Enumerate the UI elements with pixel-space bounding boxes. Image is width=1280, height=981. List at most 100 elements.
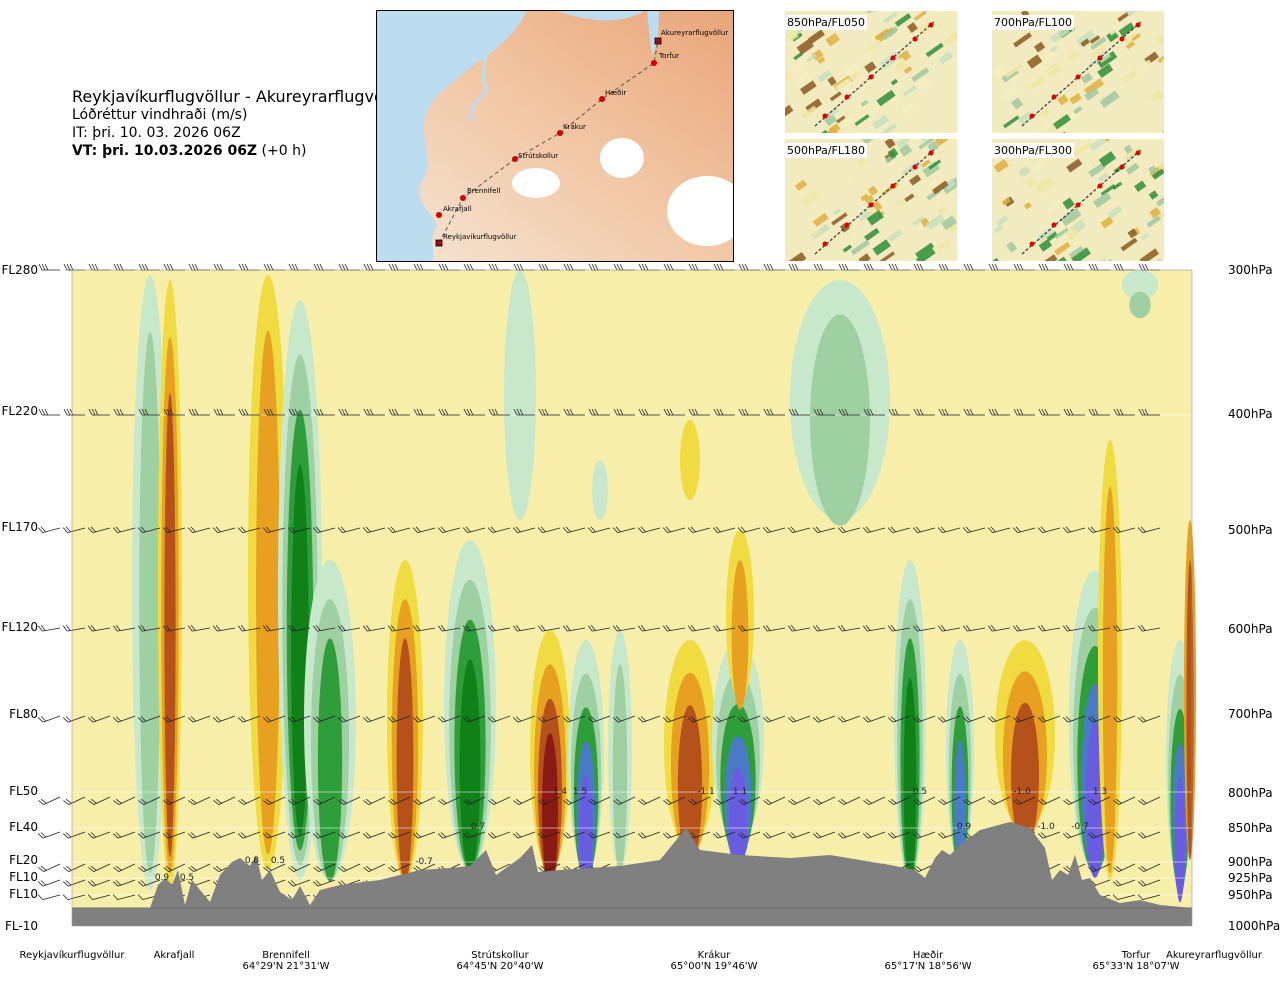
inset-pattern bbox=[912, 216, 925, 227]
inset-pattern bbox=[943, 32, 957, 46]
wind-barb-feather bbox=[288, 867, 294, 872]
wind-barb-shaft bbox=[292, 627, 311, 632]
wind-barb-feather bbox=[340, 526, 346, 533]
wind-barb-shaft bbox=[143, 796, 161, 805]
wind-barb-feather bbox=[265, 832, 272, 838]
wind-barb bbox=[1138, 408, 1160, 416]
wind-barb-shaft bbox=[43, 863, 61, 872]
wind-barb bbox=[38, 863, 61, 872]
wind-barb-feather bbox=[119, 263, 124, 271]
inset-300-label: 300hPa/FL300 bbox=[992, 143, 1075, 158]
wind-barb-feather bbox=[640, 526, 646, 533]
velocity-contour bbox=[677, 705, 703, 865]
wind-barb bbox=[1063, 263, 1085, 271]
inset-pattern bbox=[1044, 63, 1057, 74]
wind-barb bbox=[938, 263, 960, 271]
wind-barb-feather bbox=[340, 880, 347, 886]
wind-barb-feather bbox=[266, 263, 271, 271]
inset-pattern bbox=[800, 80, 817, 95]
wind-barb-feather bbox=[465, 798, 472, 804]
inset-pattern bbox=[1092, 191, 1112, 209]
wind-barb-feather bbox=[466, 408, 471, 416]
wind-barb bbox=[438, 408, 460, 416]
wind-barb-feather bbox=[188, 263, 193, 271]
velocity-contour bbox=[1011, 702, 1039, 848]
inset-pattern bbox=[941, 215, 957, 231]
wind-barb bbox=[138, 263, 160, 271]
wind-barb-feather bbox=[212, 625, 218, 632]
wind-barb-shaft bbox=[1042, 831, 1061, 839]
terrain-fill bbox=[72, 822, 1192, 926]
wind-barb-feather bbox=[262, 833, 269, 839]
wind-barb-feather bbox=[388, 263, 393, 271]
wind-barb-feather bbox=[888, 408, 893, 416]
wind-barb-feather bbox=[694, 263, 699, 271]
wind-barb-feather bbox=[244, 263, 249, 271]
wind-barb bbox=[1137, 894, 1161, 901]
inset-pattern bbox=[1003, 115, 1020, 129]
wind-barb-shaft bbox=[1142, 831, 1161, 839]
wind-barb-feather bbox=[1062, 625, 1068, 632]
wind-barb-feather bbox=[112, 881, 119, 887]
wind-barb-feather bbox=[169, 408, 174, 416]
wind-barb bbox=[88, 408, 110, 416]
wind-barb bbox=[688, 263, 710, 271]
wind-barb bbox=[262, 831, 286, 839]
wind-barb-feather bbox=[87, 625, 93, 632]
wind-barb-feather bbox=[562, 527, 568, 533]
wind-barb bbox=[638, 408, 660, 416]
wind-barb-feather bbox=[163, 800, 169, 805]
wind-barb bbox=[438, 796, 461, 805]
wind-barb-feather bbox=[65, 832, 72, 838]
wind-barb-feather bbox=[115, 798, 122, 804]
wind-barb-feather bbox=[737, 833, 744, 839]
wind-barb-feather bbox=[1090, 832, 1097, 838]
wind-barb bbox=[137, 831, 161, 839]
inset-pattern bbox=[1034, 123, 1050, 133]
velocity-contour bbox=[612, 664, 628, 874]
inset-route-marker bbox=[868, 74, 874, 80]
inset-pattern bbox=[1155, 192, 1164, 207]
wind-barb bbox=[37, 526, 61, 534]
wind-barb bbox=[138, 408, 160, 416]
inset-pattern bbox=[1075, 29, 1096, 47]
wind-barb-feather bbox=[640, 716, 647, 722]
wind-barb-feather bbox=[440, 526, 446, 533]
inset-route-marker bbox=[1075, 74, 1081, 80]
wind-barb-shaft bbox=[942, 627, 961, 632]
wind-barb-feather bbox=[215, 832, 222, 838]
wind-barb-feather bbox=[662, 717, 669, 723]
inset-pattern bbox=[875, 31, 885, 41]
wind-barb-feather bbox=[562, 717, 569, 723]
wind-barb bbox=[212, 526, 236, 534]
inset-route-marker bbox=[912, 36, 918, 42]
wind-barb bbox=[688, 796, 711, 805]
wind-barb bbox=[187, 831, 211, 839]
wind-barb-feather bbox=[765, 716, 772, 722]
wind-barb-feather bbox=[716, 263, 721, 271]
wind-barb-feather bbox=[641, 408, 646, 416]
wind-barb bbox=[113, 408, 135, 416]
wind-barb-feather bbox=[365, 798, 372, 804]
wind-barb-feather bbox=[1069, 263, 1074, 271]
wind-barb bbox=[1137, 831, 1161, 839]
wind-barb-feather bbox=[212, 833, 219, 839]
inset-pattern bbox=[854, 114, 870, 127]
station-name: Akureyrarflugvöllur bbox=[1165, 950, 1263, 961]
wind-barb bbox=[912, 624, 936, 632]
wind-barb-feather bbox=[462, 833, 469, 839]
wind-barb-feather bbox=[1016, 263, 1021, 271]
value-label: 1.5 bbox=[573, 787, 587, 797]
wind-barb-feather bbox=[815, 716, 822, 722]
wind-barb-feather bbox=[1115, 798, 1122, 804]
wind-barb-feather bbox=[665, 832, 672, 838]
marker-torfur bbox=[651, 60, 657, 66]
wind-barb-feather bbox=[619, 263, 624, 271]
wind-barb bbox=[187, 715, 211, 723]
wind-barb-shaft bbox=[1067, 715, 1086, 723]
wind-barb bbox=[163, 863, 186, 872]
wind-barb bbox=[262, 715, 286, 723]
wind-barb-feather bbox=[115, 880, 122, 886]
wind-barb-feather bbox=[1088, 263, 1093, 271]
wind-barb-shaft bbox=[1117, 879, 1136, 887]
